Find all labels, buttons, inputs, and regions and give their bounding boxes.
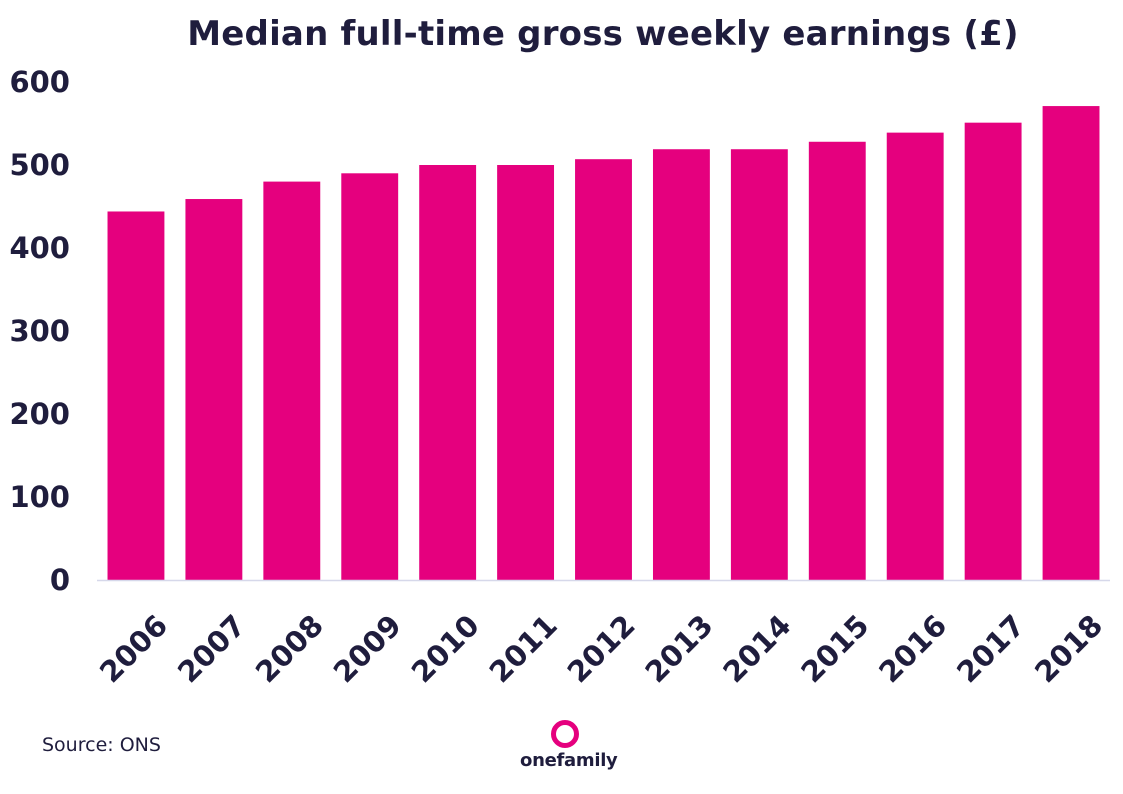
y-tick-label: 400 [9, 231, 70, 265]
bar-2008 [263, 181, 321, 580]
bars-group [107, 106, 1100, 581]
y-tick-label: 300 [9, 314, 70, 348]
x-tick-label: 2010 [405, 608, 486, 689]
bar-2013 [652, 149, 710, 581]
brand-logo: onefamily [520, 720, 618, 771]
x-axis-ticks: 2006200720082009201020112012201320142015… [93, 608, 1109, 689]
bar-2016 [886, 132, 944, 580]
brand-ring-icon [551, 720, 579, 748]
brand-wordmark: onefamily [520, 750, 618, 771]
x-tick-label: 2014 [716, 608, 797, 689]
x-tick-label: 2006 [93, 608, 174, 689]
bar-2009 [341, 173, 399, 581]
chart-title: Median full-time gross weekly earnings (… [187, 14, 1019, 54]
bar-2010 [419, 165, 477, 580]
x-tick-label: 2018 [1028, 608, 1109, 689]
bar-2015 [808, 141, 866, 580]
bar-2017 [964, 122, 1022, 581]
x-tick-label: 2017 [950, 608, 1031, 689]
bar-2014 [730, 149, 788, 581]
y-tick-label: 200 [9, 397, 70, 431]
y-tick-label: 600 [9, 65, 70, 99]
x-tick-label: 2011 [483, 608, 564, 689]
y-tick-label: 500 [9, 148, 70, 182]
bar-2018 [1042, 106, 1100, 580]
bar-2007 [185, 199, 243, 580]
bar-2011 [497, 165, 555, 580]
bar-2012 [575, 159, 632, 580]
x-tick-label: 2008 [249, 608, 330, 689]
y-axis-ticks: 0 100 200 300 400 500 600 [9, 65, 70, 597]
x-tick-label: 2016 [872, 608, 953, 689]
y-tick-label: 0 [50, 563, 70, 597]
x-tick-label: 2009 [327, 608, 408, 689]
y-tick-label: 100 [9, 480, 70, 514]
x-tick-label: 2007 [171, 608, 252, 689]
bar-2006 [107, 211, 165, 581]
source-note: Source: ONS [42, 734, 161, 756]
x-tick-label: 2012 [561, 608, 642, 689]
x-tick-label: 2013 [639, 608, 720, 689]
x-tick-label: 2015 [794, 608, 875, 689]
